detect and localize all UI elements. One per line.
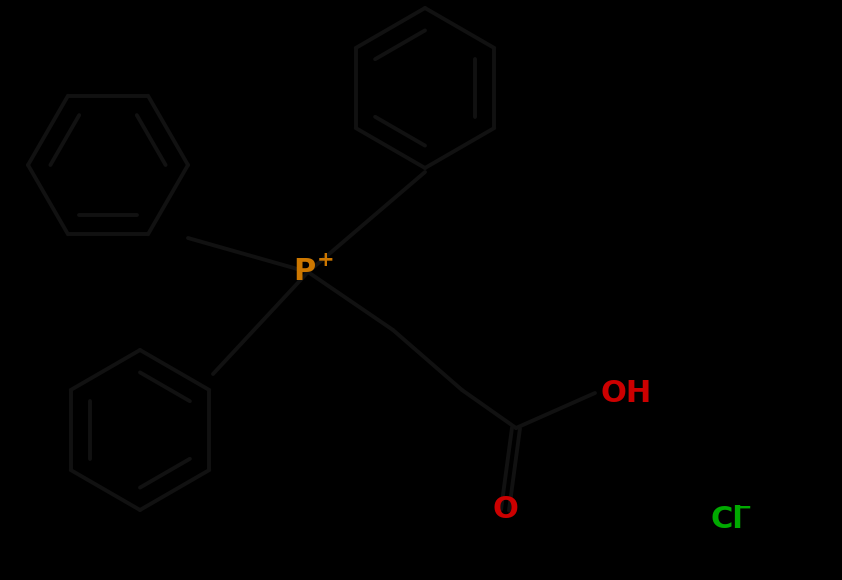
Text: P: P	[293, 258, 315, 287]
Text: −: −	[735, 498, 753, 518]
Text: Cl: Cl	[710, 506, 743, 535]
Text: OH: OH	[600, 379, 651, 408]
Text: +: +	[317, 250, 335, 270]
Text: O: O	[492, 495, 518, 524]
